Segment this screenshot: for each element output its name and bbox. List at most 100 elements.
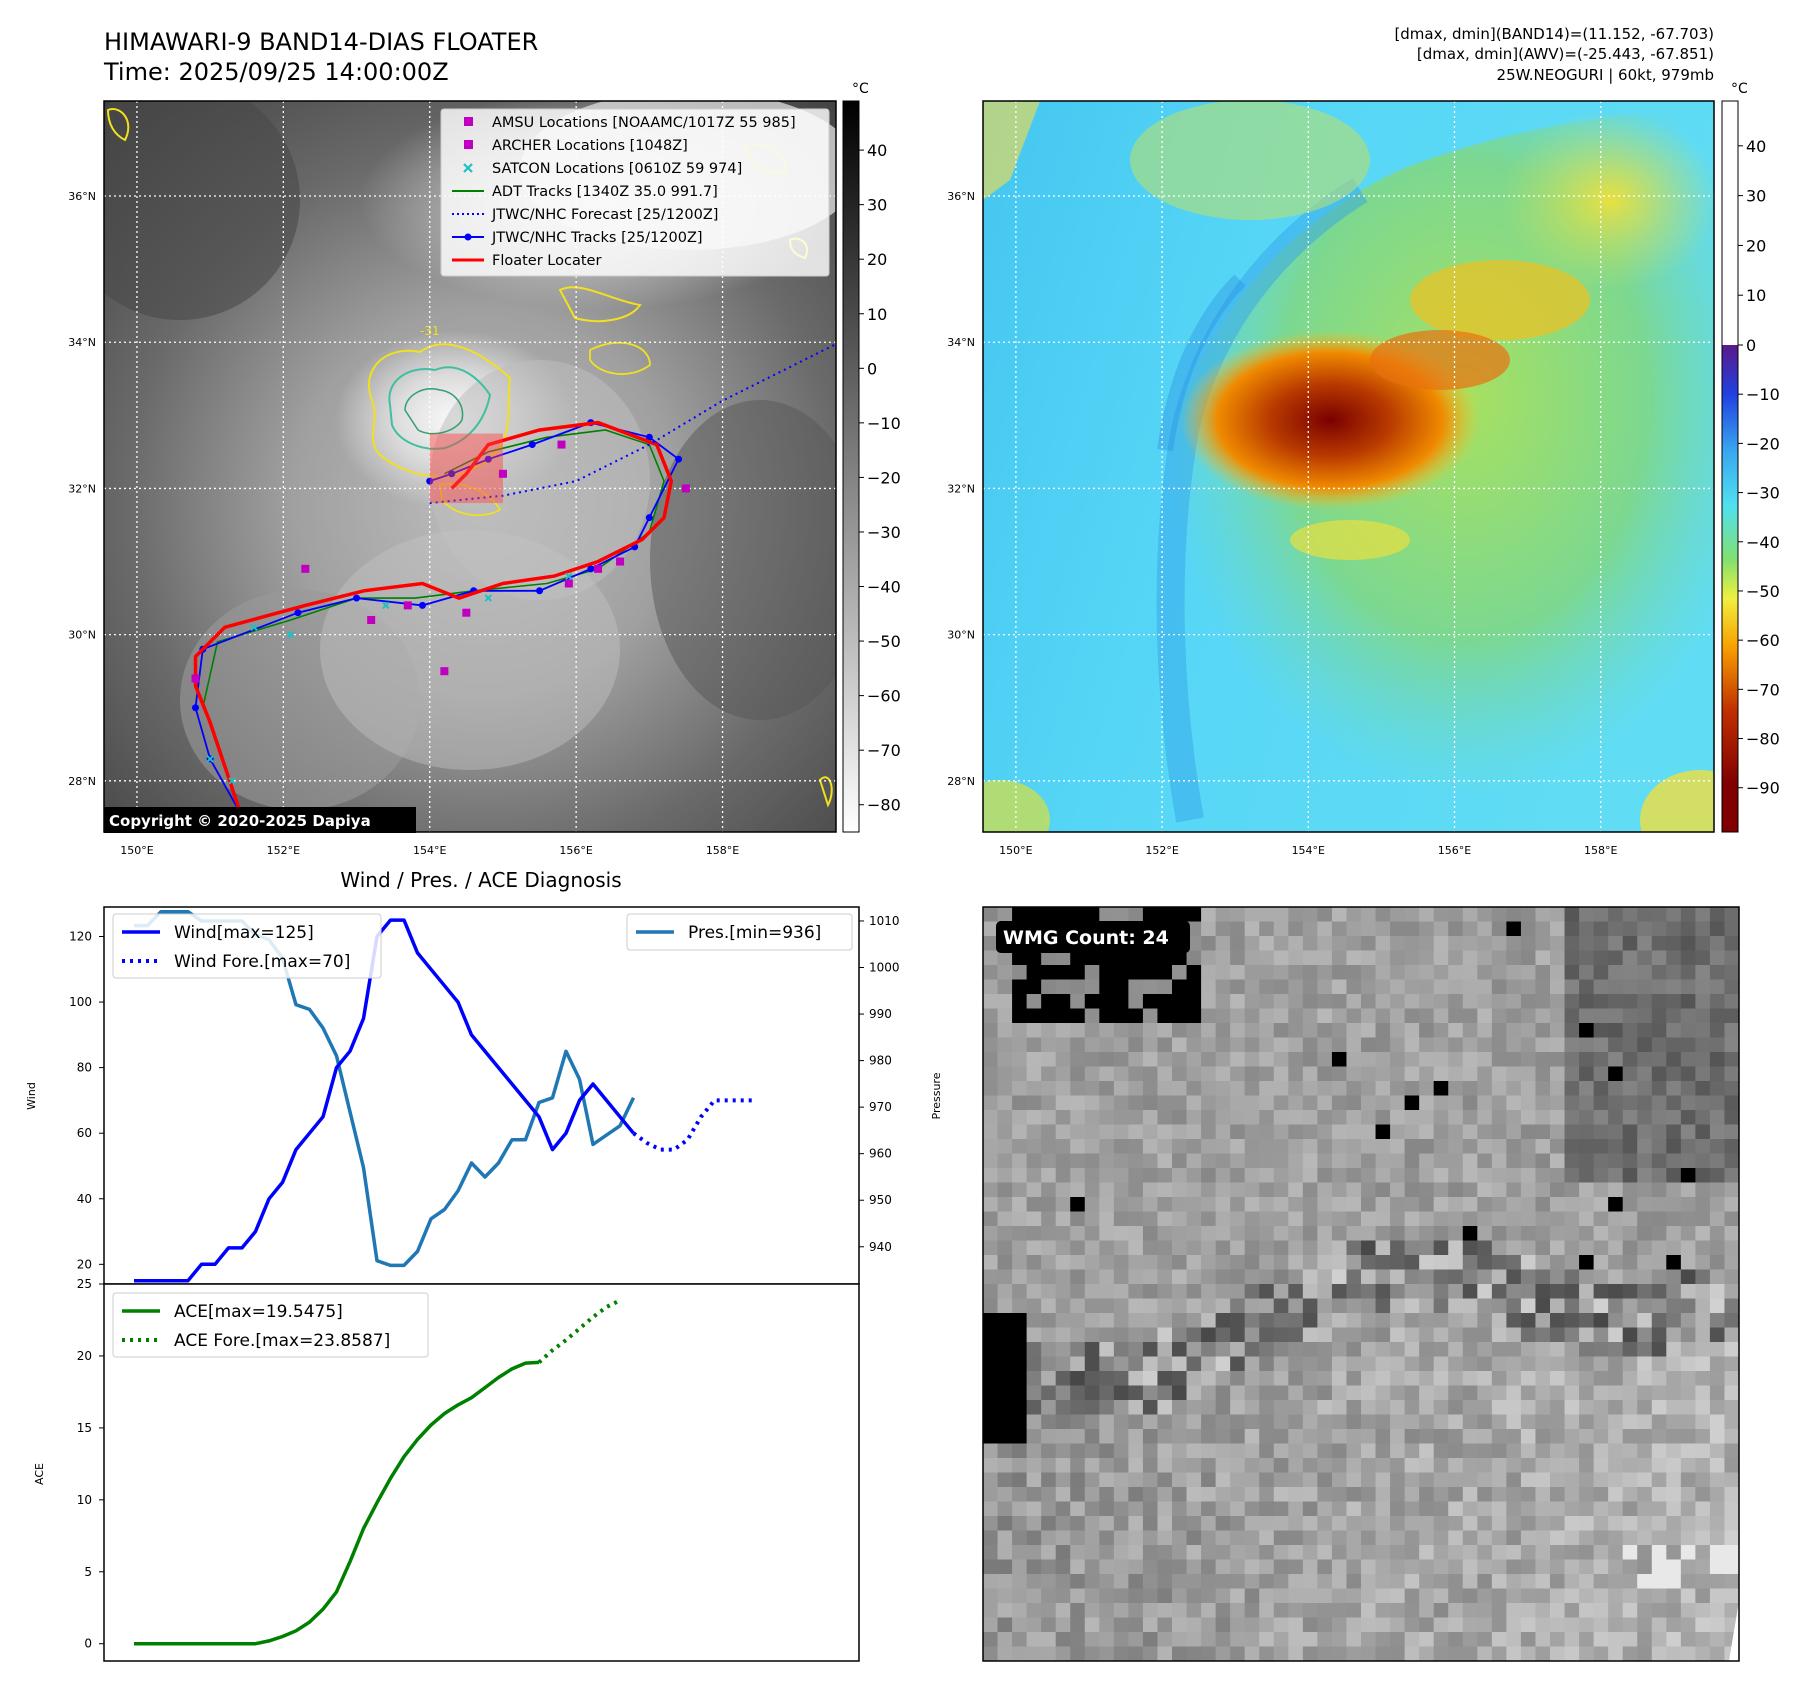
wmg-pixel [1142, 1429, 1159, 1445]
wmg-pixel [1448, 1211, 1464, 1227]
wmg-pixel [1172, 1429, 1188, 1445]
wmg-pixel [1273, 965, 1289, 981]
wmg-pixel [1404, 1327, 1420, 1343]
wmg-pixel [1375, 1197, 1391, 1213]
wmg-pixel [1506, 1545, 1522, 1561]
wmg-pixel [1331, 1487, 1348, 1503]
wmg-pixel [1506, 1632, 1522, 1648]
wmg-pixel [1651, 1356, 1667, 1372]
wmg-pixel [1259, 950, 1275, 966]
wmg-pixel [1041, 1226, 1057, 1242]
wmg-pixel [997, 1371, 1013, 1387]
wmg-pixel [1302, 1342, 1318, 1358]
wmg-pixel [1390, 1429, 1406, 1445]
wmg-pixel [1622, 1603, 1638, 1619]
wmg-pixel [997, 979, 1013, 995]
wmg-pixel [1346, 1342, 1362, 1358]
wmg-pixel [1419, 1298, 1435, 1314]
wmg-pixel [1593, 1037, 1609, 1053]
wmg-pixel [1055, 1385, 1071, 1401]
wmg-pixel [1622, 1037, 1638, 1053]
wmg-pixel [1041, 1110, 1057, 1126]
wmg-pixel [1375, 1545, 1391, 1561]
wmg-pixel [1259, 1400, 1275, 1416]
wmg-pixel [1491, 1472, 1507, 1488]
wmg-pixel [1448, 1385, 1464, 1401]
wmg-pixel [1709, 1443, 1726, 1459]
wv-lat-label: 36°N [947, 190, 975, 203]
wmg-pixel [1361, 1313, 1377, 1329]
wmg-pixel [1128, 1545, 1144, 1561]
wmg-pixel [1709, 965, 1726, 981]
info-storm: 25W.NEOGURI | 60kt, 979mb [1497, 66, 1714, 84]
wmg-pixel [1172, 1545, 1188, 1561]
wmg-pixel [1462, 1574, 1478, 1590]
wmg-pixel [1651, 1501, 1667, 1517]
wmg-pixel [1622, 950, 1638, 966]
wmg-pixel [1317, 965, 1333, 981]
wmg-pixel [1142, 1182, 1159, 1198]
wmg-pixel [1012, 1588, 1028, 1604]
wmg-pixel [1055, 1226, 1071, 1242]
wmg-pixel [1157, 1443, 1173, 1459]
wmg-pixel [1084, 1023, 1100, 1039]
wmg-pixel [1142, 1037, 1159, 1053]
wmg-pixel [1462, 1385, 1478, 1401]
wmg-pixel [1055, 1240, 1071, 1256]
wmg-pixel [1041, 1095, 1057, 1111]
wmg-pixel [1622, 1313, 1638, 1329]
wmg-pixel [1550, 1458, 1566, 1474]
wmg-pixel [1070, 1472, 1086, 1488]
wmg-pixel [1302, 1182, 1318, 1198]
jtwc-track-point [528, 441, 536, 449]
wmg-pixel [1273, 1530, 1289, 1546]
wmg-pixel [1273, 1008, 1289, 1024]
wmg-pixel [1055, 1588, 1071, 1604]
wmg-pixel [1477, 1008, 1493, 1024]
wmg-pixel [1535, 1139, 1551, 1155]
wmg-pixel [1404, 1574, 1420, 1590]
wmg-pixel [1695, 1385, 1711, 1401]
wmg-pixel [1375, 1168, 1391, 1184]
wmg-pixel [1157, 1501, 1173, 1517]
wmg-pixel [1593, 1095, 1609, 1111]
wmg-pixel [1390, 1371, 1406, 1387]
wmg-pixel [1302, 907, 1318, 923]
wmg-pixel [1099, 1487, 1115, 1503]
wmg-pixel [1099, 1472, 1115, 1488]
wmg-pixel [1666, 1081, 1682, 1097]
wmg-pixel [1157, 1429, 1173, 1445]
wmg-pixel [1070, 1385, 1086, 1401]
wmg-pixel [1317, 994, 1333, 1010]
wmg-pixel [1477, 1153, 1493, 1169]
wmg-pixel [1128, 1226, 1144, 1242]
wmg-pixel [1651, 1226, 1667, 1242]
wmg-pixel [1477, 1414, 1493, 1430]
wmg-pixel [1055, 1255, 1071, 1271]
wmg-pixel [1637, 1588, 1653, 1604]
wmg-pixel [1477, 1458, 1493, 1474]
ir-colorbar-tick-label: −30 [867, 523, 901, 542]
wmg-pixel [1709, 1023, 1726, 1039]
wmg-pixel [1608, 1240, 1624, 1256]
wmg-pixel [1041, 1269, 1057, 1285]
wmg-pixel [1172, 1356, 1188, 1372]
wmg-pixel [1142, 1110, 1159, 1126]
legend-marker-x [463, 163, 473, 173]
wmg-pixel [1579, 1211, 1595, 1227]
wmg-pixel [1506, 1603, 1522, 1619]
wmg-pixel [1520, 1153, 1537, 1169]
wmg-pixel [1666, 1168, 1682, 1184]
wmg-pixel [1012, 1574, 1028, 1590]
wmg-pixel [1564, 1168, 1580, 1184]
wmg-pixel [1099, 1110, 1115, 1126]
wmg-pixel [1404, 965, 1420, 981]
wmg-pixel [1724, 1298, 1739, 1314]
wmg-pixel [1172, 907, 1188, 923]
wmg-pixel [1462, 1255, 1478, 1271]
wmg-pixel [1142, 1400, 1159, 1416]
wmg-pixel [1244, 1371, 1260, 1387]
wmg-pixel [1695, 1197, 1711, 1213]
wmg-pixel [1186, 1298, 1202, 1314]
wmg-pixel [1099, 1327, 1115, 1343]
